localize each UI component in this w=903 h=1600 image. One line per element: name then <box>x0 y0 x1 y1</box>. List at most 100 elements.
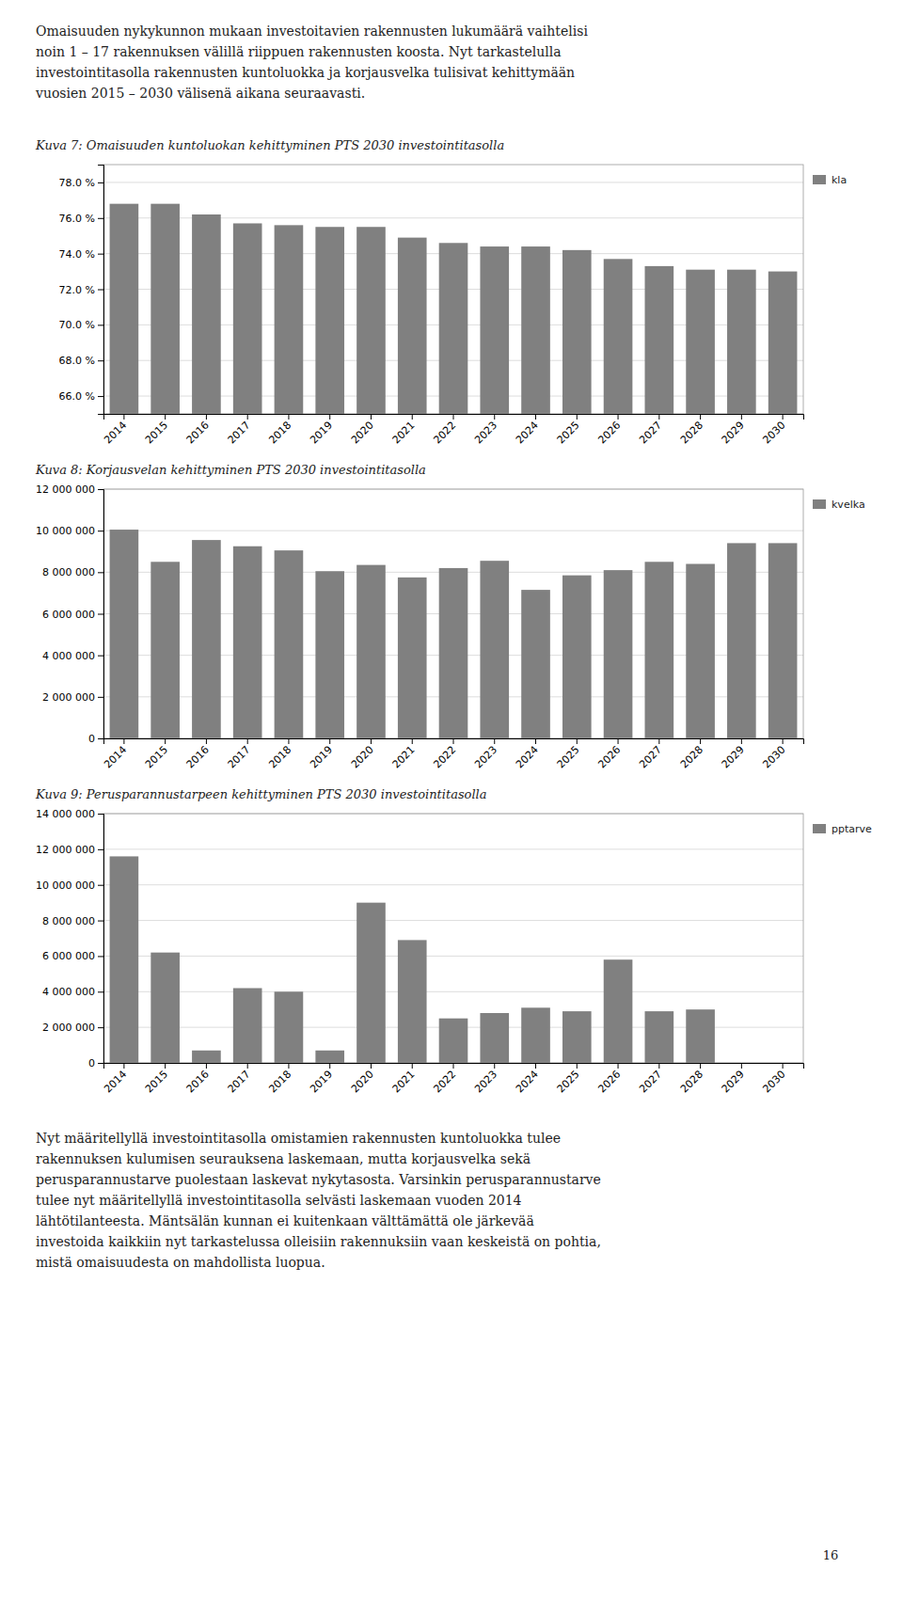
x-tick-mark <box>123 738 125 745</box>
x-tick: 2024 <box>513 738 541 772</box>
x-tick-mark <box>164 738 166 745</box>
y-tick: 10 000 000 <box>35 879 104 892</box>
outro-text-line: perusparannustarve puolestaan laskevat n… <box>35 1172 602 1188</box>
x-tick-label: 2020 <box>348 1068 377 1096</box>
y-axis-line <box>97 490 105 740</box>
x-tick-mark <box>576 413 578 420</box>
x-tick: 2021 <box>390 1062 418 1096</box>
x-tick: 2025 <box>554 1062 583 1096</box>
bar <box>645 561 675 739</box>
chart: 02 000 0004 000 0006 000 0008 000 00010 … <box>35 807 872 1095</box>
y-tick: 12 000 000 <box>35 483 104 496</box>
bar <box>645 1011 675 1063</box>
x-tick-mark <box>493 738 495 745</box>
legend: kla <box>812 174 847 187</box>
y-tick-label: 76.0 % <box>59 212 96 225</box>
x-tick-mark <box>453 413 455 420</box>
x-tick-mark <box>782 738 784 745</box>
x-axis: 2014201520162017201820192020202120222023… <box>101 413 804 447</box>
outro-text-line: investoida kaikkiin nyt tarkastelussa ol… <box>35 1234 602 1250</box>
y-tick-mark <box>97 955 104 957</box>
bar <box>356 226 386 414</box>
y-tick-mark <box>97 738 104 740</box>
x-tick-mark <box>205 413 207 420</box>
x-tick-label: 2026 <box>595 744 623 772</box>
y-tick-label: 74.0 % <box>59 248 96 261</box>
bar <box>274 224 304 414</box>
legend: pptarve <box>812 823 872 836</box>
y-tick: 72.0 % <box>59 284 104 297</box>
x-axis-line <box>104 414 805 421</box>
y-tick: 66.0 % <box>59 390 104 403</box>
y-tick-label: 66.0 % <box>59 390 96 403</box>
x-tick: 2014 <box>101 413 129 447</box>
x-tick-mark <box>535 413 537 420</box>
y-tick: 74.0 % <box>59 248 104 261</box>
x-tick-mark <box>493 1062 495 1069</box>
chart: 02 000 0004 000 0006 000 0008 000 00010 … <box>35 483 866 771</box>
y-tick-mark <box>97 1062 104 1064</box>
x-tick: 2021 <box>390 413 418 447</box>
x-tick-mark <box>247 413 249 420</box>
y-tick-mark <box>97 1027 104 1029</box>
y-tick-label: 10 000 000 <box>35 879 96 892</box>
x-tick: 2024 <box>513 1062 541 1096</box>
intro-text-line: Omaisuuden nykykunnon mukaan investoitav… <box>35 23 588 39</box>
x-tick-label: 2022 <box>430 744 459 772</box>
y-tick-mark <box>97 489 104 491</box>
x-tick: 2025 <box>554 413 583 447</box>
y-tick-mark <box>97 849 104 851</box>
outro-text-line: lähtötilanteesta. Mäntsälän kunnan ei ku… <box>35 1213 535 1229</box>
x-tick-mark <box>699 1062 701 1069</box>
x-tick-label: 2022 <box>430 419 459 447</box>
bar <box>439 242 469 414</box>
x-axis: 2014201520162017201820192020202120222023… <box>101 1062 804 1096</box>
y-tick-mark <box>97 885 104 887</box>
x-tick-label: 2027 <box>636 1068 665 1096</box>
x-tick-mark <box>617 413 619 420</box>
x-tick: 2030 <box>760 1062 789 1096</box>
x-tick-mark <box>329 413 331 420</box>
x-tick-label: 2019 <box>307 744 335 772</box>
bar <box>315 570 345 739</box>
bar <box>233 988 263 1064</box>
bar <box>439 1018 469 1063</box>
x-tick: 2022 <box>430 1062 459 1096</box>
x-tick-mark <box>782 413 784 420</box>
bar <box>191 214 222 414</box>
x-tick: 2017 <box>225 738 254 772</box>
chart: 66.0 %68.0 %70.0 %72.0 %74.0 %76.0 %78.0… <box>59 164 848 447</box>
x-tick-label: 2024 <box>513 1068 541 1096</box>
y-tick: 8 000 000 <box>42 915 104 928</box>
x-tick: 2029 <box>719 1062 747 1096</box>
bar <box>274 991 304 1063</box>
x-tick: 2017 <box>225 1062 254 1096</box>
x-tick: 2020 <box>348 738 377 772</box>
x-tick-mark <box>205 738 207 745</box>
x-tick: 2026 <box>595 413 623 447</box>
grid-line <box>103 181 804 183</box>
y-tick: 12 000 000 <box>35 843 104 856</box>
x-tick-mark <box>411 1062 413 1069</box>
x-tick: 2029 <box>719 413 747 447</box>
outro-text-line: Nyt määritellyllä investointitasolla omi… <box>35 1130 561 1146</box>
x-tick-label: 2028 <box>678 744 706 772</box>
x-tick-mark <box>576 738 578 745</box>
y-tick-mark <box>97 813 104 815</box>
x-tick-mark <box>123 413 125 420</box>
grid-line <box>103 884 804 886</box>
x-tick-label: 2025 <box>554 419 583 447</box>
y-tick: 2 000 000 <box>42 1021 104 1034</box>
x-tick-label: 2016 <box>184 1068 212 1096</box>
x-tick-label: 2020 <box>348 744 377 772</box>
y-tick-label: 78.0 % <box>59 176 96 190</box>
bar <box>562 1011 592 1063</box>
bar <box>110 204 140 414</box>
legend-swatch <box>812 499 826 509</box>
x-tick: 2022 <box>430 413 459 447</box>
bars <box>110 204 798 414</box>
legend-item: kla <box>812 174 847 187</box>
bar <box>479 1013 509 1063</box>
y-tick-label: 14 000 000 <box>35 807 96 821</box>
x-tick: 2018 <box>266 413 294 447</box>
